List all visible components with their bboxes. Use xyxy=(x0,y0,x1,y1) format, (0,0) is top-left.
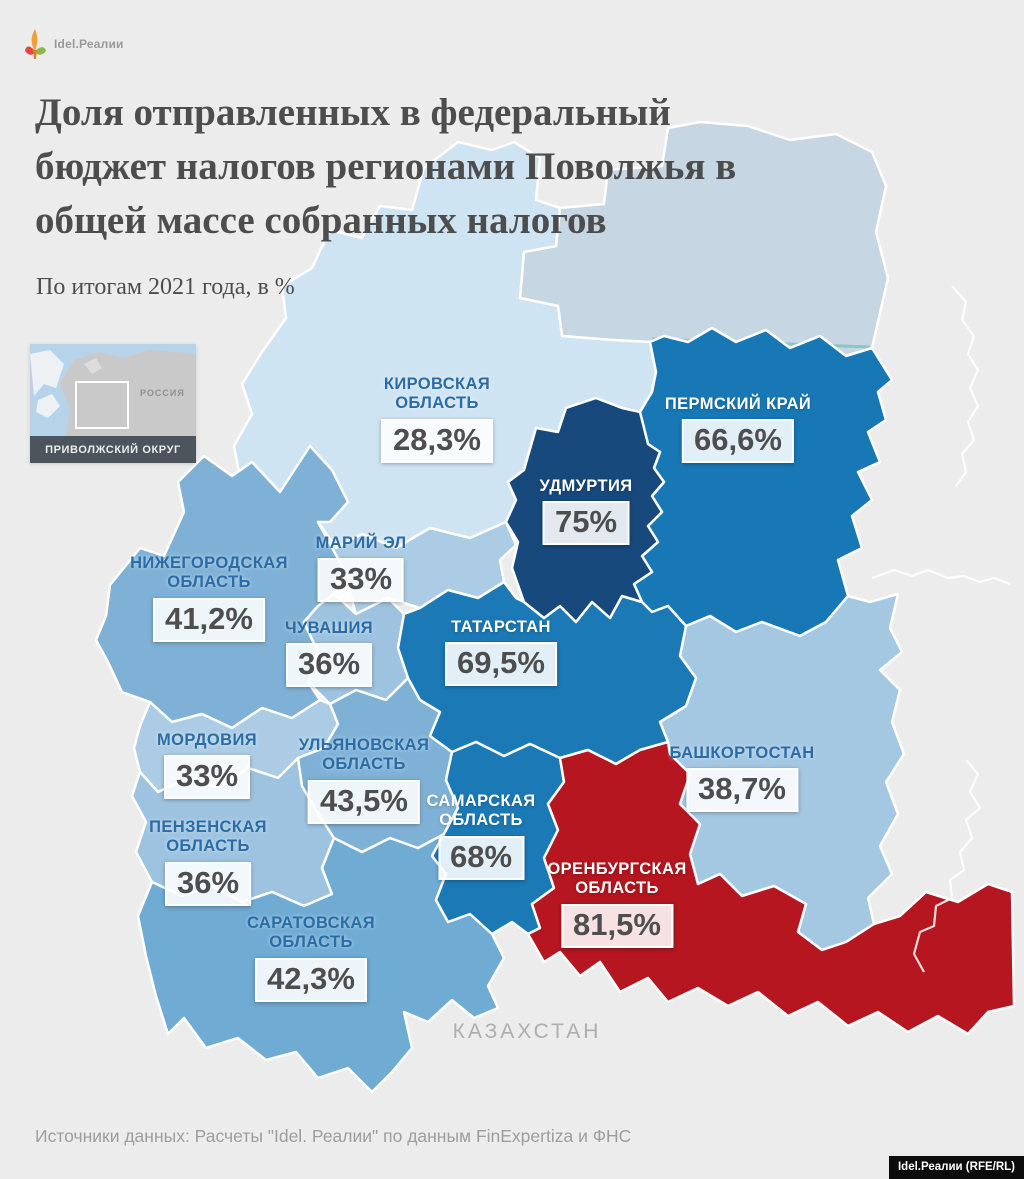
region-label-chuvashia: ЧУВАШИЯ 36% xyxy=(285,619,373,688)
region-label-kirovskaya: КИРОВСКАЯ ОБЛАСТЬ 28,3% xyxy=(381,375,493,463)
region-name: САМАРСКАЯ ОБЛАСТЬ xyxy=(426,792,536,830)
region-shape-orenburgskaya xyxy=(526,740,1016,1036)
region-name: УДМУРТИЯ xyxy=(539,477,633,495)
region-value: 33% xyxy=(317,558,405,603)
neighbor-border-line-lower-right xyxy=(912,759,982,973)
inset-district-label: ПРИВОЛЖСКИЙ ОКРУГ xyxy=(30,436,196,463)
region-value: 33% xyxy=(163,755,251,800)
region-label-orenburgskaya: ОРЕНБУРГСКАЯ ОБЛАСТЬ 81,5% xyxy=(547,860,686,948)
region-label-bashkortostan: БАШКОРТОСТАН 38,7% xyxy=(669,744,815,813)
region-name: МАРИЙ ЭЛ xyxy=(315,534,407,552)
region-label-mordovia: МОРДОВИЯ 33% xyxy=(157,731,257,800)
site-logo: Idel.Реалии xyxy=(24,28,124,60)
region-value: 41,2% xyxy=(153,597,265,642)
region-value: 81,5% xyxy=(561,903,673,948)
region-label-ulyanovskaya: УЛЬЯНОВСКАЯ ОБЛАСТЬ 43,5% xyxy=(299,736,430,824)
region-value: 68% xyxy=(437,835,525,880)
region-value: 38,7% xyxy=(686,768,798,813)
region-label-nizhegorodskaya: НИЖЕГОРОДСКАЯ ОБЛАСТЬ 41,2% xyxy=(130,554,288,642)
region-name: НИЖЕГОРОДСКАЯ ОБЛАСТЬ xyxy=(130,554,288,592)
minimap-graphic: РОССИЯ xyxy=(30,344,196,436)
page-subtitle: По итогам 2021 года, в % xyxy=(36,274,295,300)
region-name: ПЕНЗЕНСКАЯ ОБЛАСТЬ xyxy=(149,818,267,856)
region-value: 66,6% xyxy=(682,419,794,464)
neighbor-border-line-mid-right xyxy=(871,568,1011,586)
region-name: САРАТОВСКАЯ ОБЛАСТЬ xyxy=(246,914,376,952)
region-label-permsky: ПЕРМСКИЙ КРАЙ 66,6% xyxy=(664,395,812,464)
region-name: ЧУВАШИЯ xyxy=(285,619,373,637)
region-shape-permsky xyxy=(632,326,894,638)
locator-minimap: РОССИЯ xyxy=(30,344,196,436)
region-value: 69,5% xyxy=(445,642,557,687)
region-label-penzenskaya: ПЕНЗЕНСКАЯ ОБЛАСТЬ 36% xyxy=(149,818,267,906)
region-label-saratovskaya: САРАТОВСКАЯ ОБЛАСТЬ 42,3% xyxy=(247,914,375,1002)
kazakhstan-label: КАЗАХСТАН xyxy=(452,1020,602,1043)
minimap-country-label: РОССИЯ xyxy=(140,388,185,398)
region-value: 75% xyxy=(542,501,630,546)
region-value: 36% xyxy=(164,861,252,906)
region-label-tatarstan: ТАТАРСТАН 69,5% xyxy=(445,618,557,687)
region-value: 36% xyxy=(285,643,373,688)
region-name: ТАТАРСТАН xyxy=(451,618,551,636)
logo-flame-icon xyxy=(25,29,46,59)
page-title: Доля отправленных в федеральный бюджет н… xyxy=(35,91,737,242)
locator-inset: РОССИЯ ПРИВОЛЖСКИЙ ОКРУГ xyxy=(30,344,196,463)
region-value: 43,5% xyxy=(308,779,420,824)
region-name: ОРЕНБУРГСКАЯ ОБЛАСТЬ xyxy=(547,860,687,898)
region-value: 42,3% xyxy=(255,957,367,1002)
region-name: БАШКОРТОСТАН xyxy=(669,744,815,762)
region-label-marij-el: МАРИЙ ЭЛ 33% xyxy=(315,534,407,603)
region-name: МОРДОВИЯ xyxy=(157,731,257,749)
region-name: КИРОВСКАЯ ОБЛАСТЬ xyxy=(383,375,491,413)
neighbor-border-line-top-right xyxy=(951,285,980,487)
publisher-badge: Idel.Реалии (RFE/RL) xyxy=(888,1156,1024,1179)
region-name: ПЕРМСКИЙ КРАЙ xyxy=(664,395,812,413)
data-source-note: Источники данных: Расчеты "Idel. Реалии"… xyxy=(35,1126,632,1146)
region-label-udmurtia: УДМУРТИЯ 75% xyxy=(539,477,633,546)
region-name: УЛЬЯНОВСКАЯ ОБЛАСТЬ xyxy=(298,736,430,774)
region-label-samarskaya: САМАРСКАЯ ОБЛАСТЬ 68% xyxy=(426,792,535,880)
logo-text: Idel.Реалии xyxy=(54,37,124,51)
region-value: 28,3% xyxy=(381,418,493,463)
